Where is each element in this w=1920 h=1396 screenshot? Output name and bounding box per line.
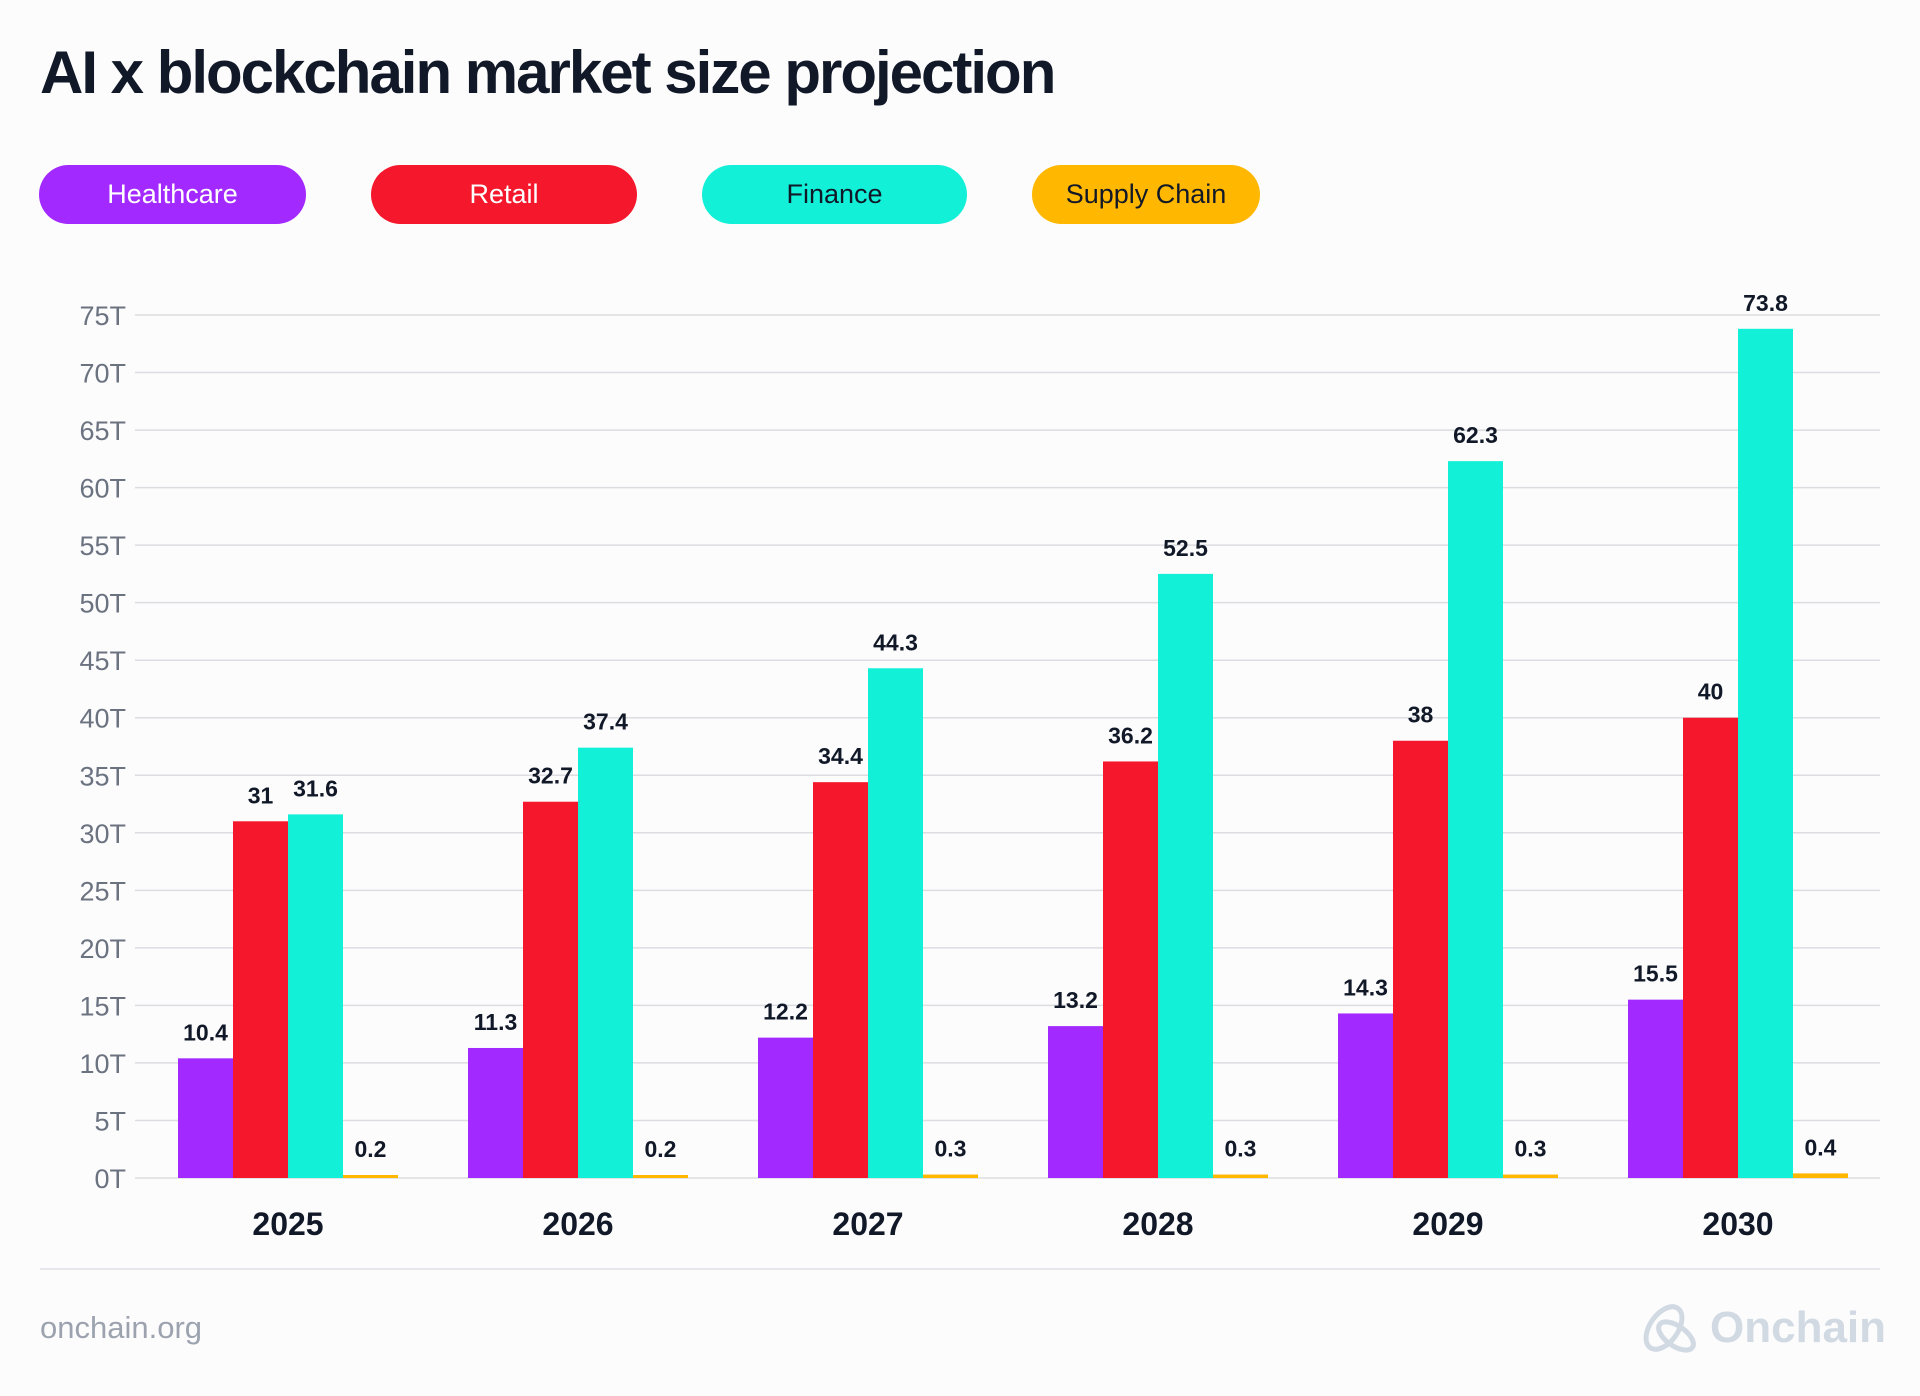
- y-tick-label: 10T: [79, 1049, 126, 1079]
- bar-finance: [868, 668, 923, 1178]
- bar-healthcare: [758, 1037, 813, 1178]
- data-label: 10.4: [183, 1019, 228, 1045]
- logo-text: Onchain: [1710, 1303, 1887, 1352]
- chart-title: AI x blockchain market size projection: [40, 39, 1056, 106]
- y-tick-label: 35T: [79, 761, 126, 791]
- y-tick-label: 20T: [79, 934, 126, 964]
- bar-retail: [233, 821, 288, 1178]
- legend-item-supply-chain: Supply Chain: [1032, 165, 1260, 224]
- data-label: 0.3: [935, 1136, 967, 1162]
- y-tick-label: 65T: [79, 416, 126, 446]
- y-tick-label: 25T: [79, 876, 126, 906]
- footer-divider: [40, 1268, 1880, 1270]
- data-label: 52.5: [1163, 535, 1208, 561]
- x-tick-label: 2028: [1122, 1206, 1193, 1242]
- onchain-logo-icon: [1643, 1304, 1696, 1353]
- bar-finance: [1158, 573, 1213, 1178]
- bar-healthcare: [1628, 999, 1683, 1178]
- bar-finance: [1738, 328, 1793, 1179]
- bar-healthcare: [468, 1047, 523, 1178]
- bar-healthcare: [1338, 1013, 1393, 1178]
- data-label: 37.4: [583, 709, 628, 735]
- data-label: 36.2: [1108, 722, 1153, 748]
- bar-finance: [578, 747, 633, 1178]
- bar-retail: [1683, 717, 1738, 1178]
- data-label: 38: [1408, 702, 1434, 728]
- bar-supply-chain: [633, 1175, 688, 1178]
- y-tick-label: 15T: [79, 991, 126, 1021]
- bar-healthcare: [1048, 1026, 1103, 1178]
- legend-item-healthcare: Healthcare: [39, 165, 306, 224]
- bar-retail: [1393, 740, 1448, 1178]
- x-tick-label: 2026: [542, 1206, 613, 1242]
- data-label: 62.3: [1453, 422, 1498, 448]
- bar-chart: 0T 5T 10T 15T 20T 25T 30T 35T 40T 45T 50T 55T 60T 65T…: [79, 290, 1880, 1242]
- data-label: 0.2: [645, 1136, 677, 1162]
- y-tick-label: 70T: [79, 359, 126, 389]
- data-label: 15.5: [1633, 961, 1678, 987]
- x-tick-label: 2027: [832, 1206, 903, 1242]
- bar-finance: [288, 814, 343, 1178]
- bar-supply-chain: [343, 1175, 398, 1178]
- data-label: 0.2: [355, 1136, 387, 1162]
- x-tick-label: 2030: [1702, 1206, 1773, 1242]
- y-tick-label: 30T: [79, 819, 126, 849]
- bar-retail: [813, 782, 868, 1178]
- y-tick-label: 40T: [79, 704, 126, 734]
- data-label: 40: [1698, 679, 1724, 705]
- y-tick-label: 0T: [94, 1164, 126, 1194]
- data-label: 0.3: [1515, 1136, 1547, 1162]
- data-label: 0.3: [1225, 1136, 1257, 1162]
- bar-healthcare: [178, 1058, 233, 1178]
- data-label: 44.3: [873, 629, 918, 655]
- data-label: 13.2: [1053, 987, 1098, 1013]
- x-tick-label: 2029: [1412, 1206, 1483, 1242]
- y-tick-label: 45T: [79, 646, 126, 676]
- footer-url: onchain.org: [40, 1310, 203, 1345]
- bar-retail: [1103, 761, 1158, 1178]
- bar-supply-chain: [1503, 1174, 1558, 1178]
- data-label: 11.3: [474, 1009, 518, 1035]
- data-label: 14.3: [1343, 974, 1388, 1000]
- data-label: 31.6: [293, 775, 338, 801]
- data-label: 0.4: [1805, 1134, 1837, 1160]
- data-label: 12.2: [763, 999, 808, 1025]
- y-tick-label: 60T: [79, 474, 126, 504]
- bar-retail: [523, 801, 578, 1178]
- x-tick-label: 2025: [252, 1206, 323, 1242]
- bar-supply-chain: [923, 1174, 978, 1178]
- y-tick-label: 5T: [94, 1106, 126, 1136]
- y-tick-label: 50T: [79, 589, 126, 619]
- data-label: 34.4: [818, 743, 863, 769]
- bar-finance: [1448, 461, 1503, 1179]
- bar-supply-chain: [1213, 1174, 1268, 1178]
- y-tick-label: 75T: [79, 301, 126, 331]
- data-label: 32.7: [528, 763, 573, 789]
- data-label: 31: [248, 782, 274, 808]
- legend-item-finance: Finance: [702, 165, 967, 224]
- bar-supply-chain: [1793, 1173, 1848, 1178]
- onchain-logo: Onchain: [1640, 1298, 1886, 1358]
- y-tick-label: 55T: [79, 531, 126, 561]
- data-label: 73.8: [1743, 290, 1788, 316]
- legend-item-retail: Retail: [371, 165, 637, 224]
